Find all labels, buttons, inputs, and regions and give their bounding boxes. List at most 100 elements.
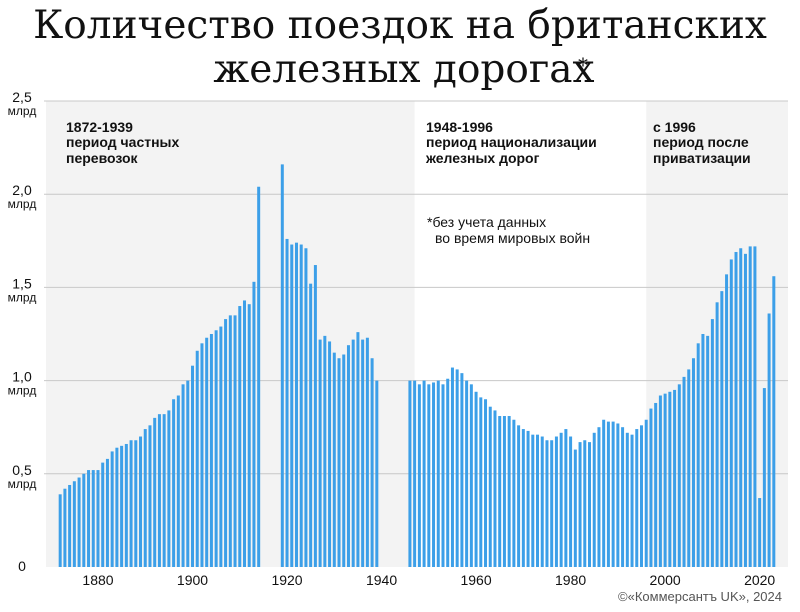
bar	[290, 244, 294, 567]
bar	[309, 283, 313, 567]
bar	[124, 443, 128, 567]
y-tick-label: 1,0	[12, 369, 32, 385]
bar	[337, 358, 341, 567]
bar	[214, 330, 218, 567]
period-title-2: с 1996	[653, 119, 696, 135]
bar	[101, 462, 105, 567]
bar	[465, 380, 469, 567]
bar	[280, 164, 284, 567]
bar	[469, 384, 473, 567]
bar	[68, 484, 72, 567]
bar	[498, 416, 502, 567]
bar	[375, 380, 379, 567]
bar	[592, 432, 596, 567]
bar	[720, 291, 724, 567]
bar	[110, 451, 114, 567]
y-tick-label: 1,5	[12, 275, 32, 291]
y-tick-label: 0	[18, 558, 26, 574]
bar	[677, 384, 681, 567]
bar	[318, 339, 322, 567]
bar	[734, 251, 738, 567]
bar	[536, 434, 540, 567]
bar	[228, 315, 232, 567]
bar	[621, 427, 625, 567]
bar	[63, 488, 67, 567]
bar	[550, 440, 554, 567]
bar	[176, 395, 180, 567]
y-tick-unit: млрд	[8, 290, 37, 304]
bar	[233, 315, 237, 567]
period-desc-line1-0: период частных	[66, 134, 180, 150]
x-tick-label: 2020	[744, 572, 775, 588]
y-tick-unit: млрд	[8, 384, 37, 398]
bars	[58, 164, 776, 568]
bar	[668, 391, 672, 567]
x-tick-label: 1900	[177, 572, 208, 588]
bar	[507, 416, 511, 567]
bar	[342, 354, 346, 567]
bar	[691, 358, 695, 567]
bar	[554, 436, 558, 567]
bar	[455, 369, 459, 567]
bar	[663, 393, 667, 567]
bar	[673, 389, 677, 567]
bar	[484, 399, 488, 567]
bar	[328, 341, 332, 567]
bar	[658, 395, 662, 567]
bar	[148, 425, 152, 567]
bar	[597, 427, 601, 567]
x-axis: 1880 1900 1920 1940 1960 1980 2000 2020	[82, 572, 775, 588]
y-tick-unit: млрд	[8, 477, 37, 491]
bar	[696, 343, 700, 567]
bar	[739, 248, 743, 568]
bar	[323, 335, 327, 567]
x-tick-label: 1980	[555, 572, 586, 588]
footnote-line-1: *без учета данных	[427, 214, 546, 230]
bar	[285, 238, 289, 567]
x-tick-label: 2000	[650, 572, 681, 588]
bar	[493, 410, 497, 567]
bar	[578, 442, 582, 567]
bar	[427, 384, 431, 567]
bar	[729, 259, 733, 567]
bar	[654, 402, 658, 567]
period-desc-line2-0: перевозок	[66, 150, 139, 166]
bar	[545, 440, 549, 567]
bar	[706, 335, 710, 567]
bar	[365, 337, 369, 567]
bar	[408, 380, 412, 567]
bar	[96, 470, 100, 567]
x-tick-label: 1920	[271, 572, 302, 588]
bar	[630, 434, 634, 567]
chart-title-line-1: Количество поездок на британских	[33, 3, 767, 48]
credit: ©«Коммерсантъ UK», 2024	[618, 589, 782, 604]
bar	[616, 423, 620, 567]
bar	[242, 300, 246, 567]
bar	[58, 494, 62, 567]
bar	[191, 365, 195, 567]
bar	[105, 458, 109, 567]
bar	[559, 432, 563, 567]
bar	[167, 410, 171, 567]
bar	[413, 380, 417, 567]
bar	[87, 470, 91, 567]
bar	[417, 384, 421, 567]
bar	[758, 498, 762, 567]
bar	[517, 425, 521, 567]
bar	[224, 319, 228, 567]
bar	[200, 343, 204, 567]
bar	[715, 302, 719, 567]
y-tick-label: 0,5	[12, 462, 32, 478]
chart-title-asterisk: *	[578, 53, 588, 77]
bar	[77, 477, 81, 567]
bar	[602, 419, 606, 567]
bar	[460, 373, 464, 567]
bar	[82, 473, 86, 567]
bar	[521, 429, 525, 567]
bar	[332, 352, 336, 567]
bar	[134, 440, 138, 567]
bar	[139, 436, 143, 567]
